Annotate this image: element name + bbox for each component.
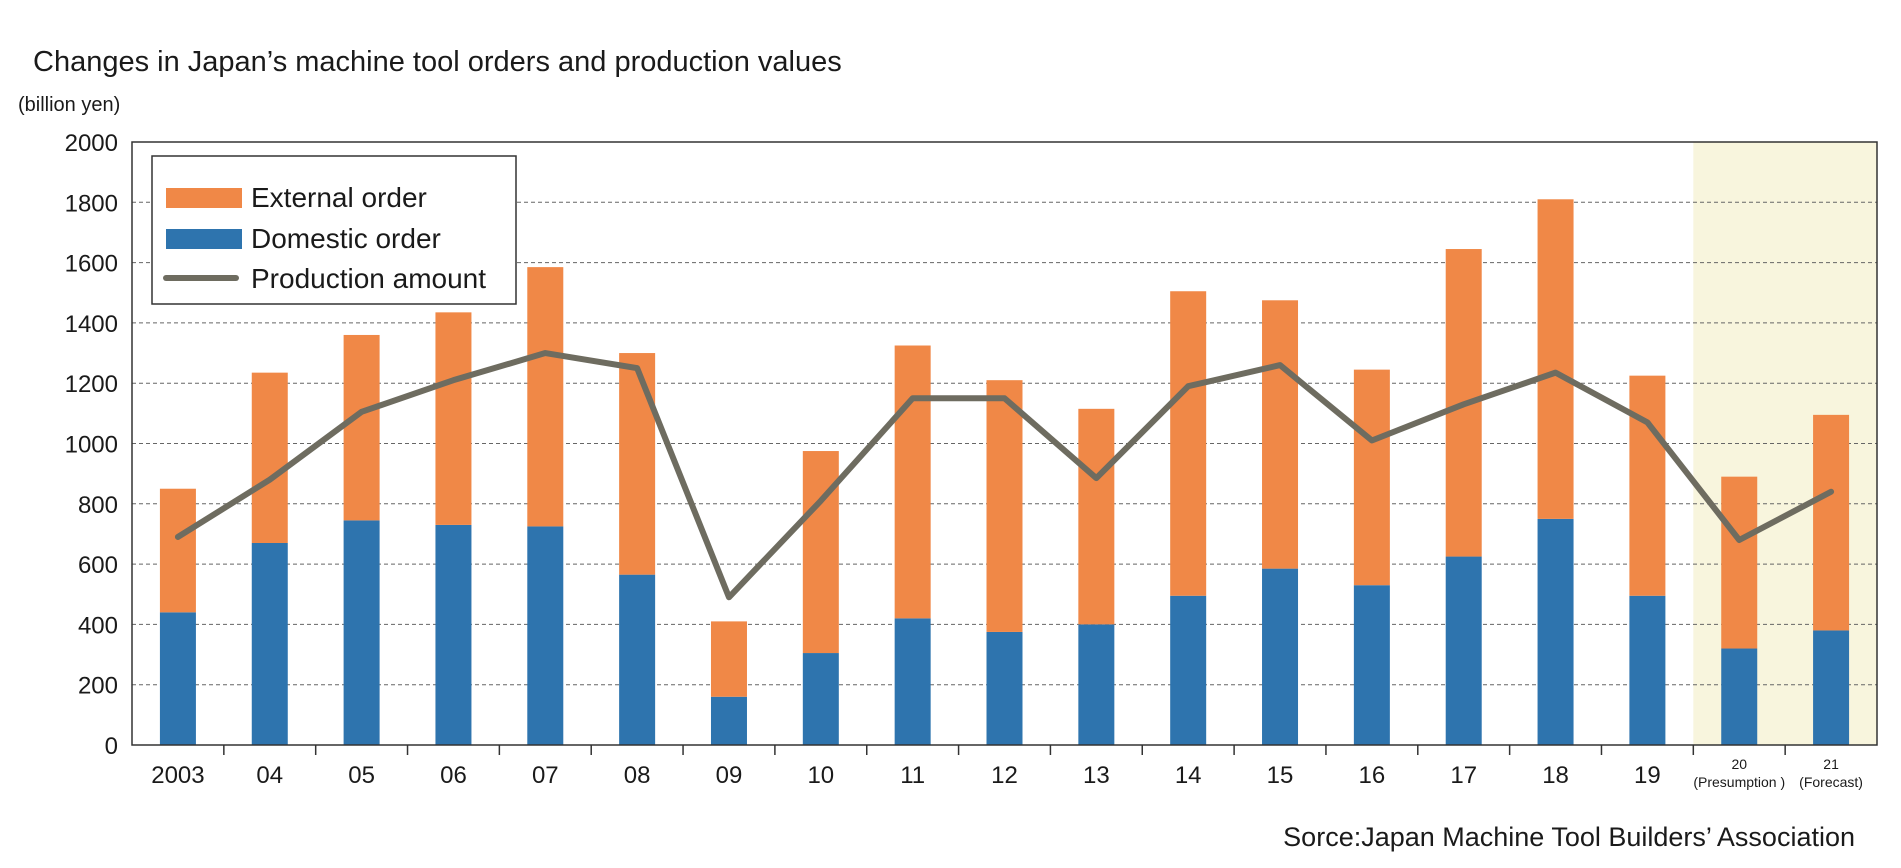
y-tick-1200: 1200 [65, 371, 118, 398]
x-tick-07: 07 [532, 762, 559, 789]
bar-external-order-05 [343, 334, 380, 521]
legend: External order Domestic order Production… [151, 155, 517, 305]
production-line [174, 350, 1835, 601]
legend-swatch-external-order [166, 188, 242, 208]
x-tick-12: 12 [991, 762, 1018, 789]
x-tick-21: 21 [1823, 756, 1839, 772]
y-tick-1800: 1800 [65, 190, 118, 217]
x-tick-11: 11 [900, 762, 925, 789]
bar-external-order-11 [894, 345, 931, 619]
bars [159, 199, 1850, 745]
legend-label-domestic-order: Domestic order [251, 223, 441, 254]
x-tick-13: 13 [1083, 762, 1110, 789]
y-tick-2000: 2000 [65, 130, 118, 157]
bar-domestic-order-14 [1170, 595, 1207, 745]
bar-domestic-order-16 [1353, 585, 1390, 745]
bar-external-order-06 [435, 312, 472, 525]
bar-external-order-13 [1078, 408, 1115, 625]
legend-label-external-order: External order [251, 182, 427, 213]
bar-external-order-20 [1721, 476, 1758, 649]
chart-title: Changes in Japan’s machine tool orders a… [33, 46, 842, 78]
y-tick-600: 600 [78, 552, 118, 579]
y-tick-1600: 1600 [65, 251, 118, 278]
bar-external-order-16 [1353, 369, 1390, 586]
bar-domestic-order-2003 [159, 612, 196, 745]
bar-external-order-09 [710, 621, 747, 697]
bar-external-order-2003 [159, 488, 196, 613]
bar-domestic-order-13 [1078, 624, 1115, 745]
y-tick-1000: 1000 [65, 432, 118, 459]
x-tick-18: 18 [1542, 762, 1569, 789]
bar-domestic-order-17 [1445, 556, 1482, 745]
y-tick-0: 0 [105, 733, 118, 760]
x-tick-10: 10 [807, 762, 834, 789]
bar-domestic-order-21 [1813, 630, 1850, 745]
x-tick-05: 05 [348, 762, 375, 789]
source-note: Sorce:Japan Machine Tool Builders’ Assoc… [1283, 822, 1855, 852]
bar-external-order-19 [1629, 375, 1666, 596]
plot-frame [131, 141, 1878, 746]
bar-domestic-order-20 [1721, 648, 1758, 745]
bar-domestic-order-07 [527, 526, 564, 745]
bar-external-order-10 [802, 451, 839, 654]
bar-external-order-08 [619, 353, 656, 575]
x-tick-16: 16 [1359, 762, 1386, 789]
x-tick-note-20: (Presumption ) [1693, 774, 1785, 790]
legend-swatch-domestic-order [166, 229, 242, 249]
bar-domestic-order-15 [1262, 568, 1299, 745]
y-axis-unit-label: (billion yen) [18, 94, 121, 116]
bar-domestic-order-05 [343, 520, 380, 745]
bar-external-order-07 [527, 267, 564, 527]
y-tick-200: 200 [78, 673, 118, 700]
x-axis-ticks: 2003 04 05 06 07 08 09 10 11 12 13 14 15 16 17 18 19 20 (P… [151, 745, 1863, 790]
x-tick-06: 06 [440, 762, 467, 789]
x-tick-20: 20 [1731, 756, 1747, 772]
y-tick-400: 400 [78, 612, 118, 639]
y-axis-ticks: 0 200 400 600 800 1000 1200 1400 1600 1800 2000 [65, 130, 118, 760]
bar-domestic-order-06 [435, 524, 472, 745]
bar-external-order-15 [1262, 300, 1299, 569]
y-tick-1400: 1400 [65, 311, 118, 338]
x-tick-09: 09 [716, 762, 743, 789]
legend-label-production-amount: Production amount [251, 263, 486, 294]
x-tick-04: 04 [256, 762, 283, 789]
x-tick-17: 17 [1450, 762, 1477, 789]
bar-external-order-04 [251, 372, 288, 543]
bar-domestic-order-08 [619, 574, 656, 745]
bar-external-order-14 [1170, 291, 1207, 596]
bar-external-order-12 [986, 380, 1023, 632]
bar-external-order-18 [1537, 199, 1574, 519]
x-tick-2003: 2003 [151, 762, 204, 789]
x-tick-14: 14 [1175, 762, 1202, 789]
bar-domestic-order-04 [251, 542, 288, 745]
bar-domestic-order-11 [894, 618, 931, 745]
y-tick-800: 800 [78, 492, 118, 519]
x-tick-08: 08 [624, 762, 651, 789]
x-tick-note-21: (Forecast) [1799, 774, 1863, 790]
bar-domestic-order-19 [1629, 595, 1666, 745]
bar-domestic-order-10 [802, 653, 839, 745]
bar-domestic-order-18 [1537, 518, 1574, 745]
bar-domestic-order-09 [710, 696, 747, 745]
bar-external-order-21 [1813, 414, 1850, 631]
x-tick-19: 19 [1634, 762, 1661, 789]
x-tick-15: 15 [1267, 762, 1294, 789]
bar-domestic-order-12 [986, 631, 1023, 745]
